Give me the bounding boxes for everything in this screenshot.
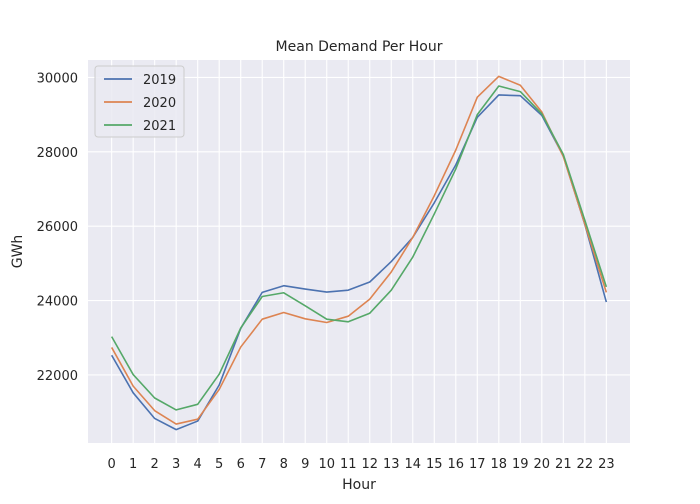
x-tick-label: 7 <box>258 457 266 472</box>
y-tick-label: 26000 <box>37 220 78 235</box>
legend: 2019 2020 2021 <box>94 65 185 138</box>
y-tick-label: 30000 <box>37 71 78 86</box>
legend-frame <box>94 65 185 138</box>
x-tick-label: 11 <box>340 457 357 472</box>
legend-label: 2020 <box>143 96 176 111</box>
series-line-2019 <box>110 94 608 431</box>
y-tick-label: 24000 <box>37 295 78 310</box>
x-tick-label: 17 <box>469 457 486 472</box>
x-tick-label: 5 <box>215 457 223 472</box>
y-axis-label: GWh <box>10 235 26 269</box>
legend-label: 2019 <box>143 73 176 88</box>
x-tick-label: 23 <box>598 457 615 472</box>
x-tick-label: 15 <box>426 457 443 472</box>
x-tick-label: 6 <box>237 457 245 472</box>
series-lines <box>110 75 608 431</box>
x-tick-label: 19 <box>512 457 529 472</box>
x-tick-label: 16 <box>448 457 465 472</box>
x-tick-label: 18 <box>491 457 508 472</box>
y-tick-label: 22000 <box>37 369 78 384</box>
x-tick-label: 0 <box>108 457 116 472</box>
chart-title: Mean Demand Per Hour <box>276 39 443 55</box>
x-tick-label: 9 <box>301 457 309 472</box>
y-axis-ticks: 22000 24000 26000 28000 30000 <box>37 71 78 383</box>
x-tick-label: 14 <box>404 457 421 472</box>
x-tick-label: 12 <box>361 457 378 472</box>
x-tick-label: 3 <box>172 457 180 472</box>
x-axis-ticks: 0 1 2 3 4 5 6 7 8 9 10 11 12 13 14 15 16 17 18 19 20 21 22 23 <box>108 457 615 472</box>
x-tick-label: 20 <box>534 457 551 472</box>
x-tick-label: 2 <box>151 457 159 472</box>
x-tick-label: 1 <box>129 457 137 472</box>
series-line-2021 <box>110 85 608 411</box>
y-tick-label: 28000 <box>37 146 78 161</box>
x-tick-label: 10 <box>318 457 335 472</box>
x-tick-label: 22 <box>577 457 594 472</box>
x-tick-label: 21 <box>555 457 572 472</box>
x-tick-label: 13 <box>383 457 400 472</box>
legend-label: 2021 <box>143 119 176 134</box>
series-line-2020 <box>110 75 608 425</box>
x-tick-label: 4 <box>194 457 202 472</box>
x-tick-label: 8 <box>280 457 288 472</box>
x-axis-label: Hour <box>342 477 376 493</box>
